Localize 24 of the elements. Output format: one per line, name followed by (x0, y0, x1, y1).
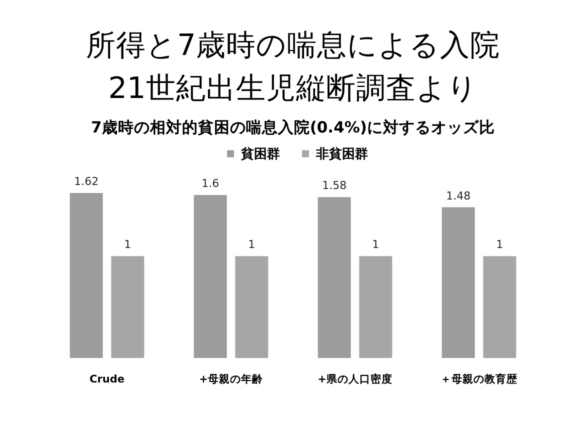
x-tick-label: ＋母親の教育歴 (440, 372, 518, 386)
data-label: 1 (248, 238, 256, 252)
bar (359, 256, 392, 358)
legend-label: 貧困群 (240, 146, 280, 162)
data-label: 1.6 (202, 177, 220, 190)
chart-title: 所得と7歳時の喘息による入院 21世紀出生児縦断調査より (86, 28, 500, 105)
chart-subtitle: 7歳時の相対的貧困の喘息入院(0.4%)に対するオッズ比 (91, 118, 495, 136)
data-label: 1.58 (322, 179, 347, 192)
bar (194, 195, 227, 358)
data-label: 1 (372, 238, 380, 252)
x-tick-label: +母親の年齢 (199, 372, 264, 386)
bar (318, 197, 351, 358)
bar (235, 256, 268, 358)
data-label: 1.62 (74, 175, 99, 188)
bar (70, 193, 103, 358)
x-tick-label: +県の人口密度 (318, 372, 392, 386)
bar (483, 256, 516, 358)
data-label: 1 (496, 238, 504, 252)
data-label: 1.48 (446, 189, 471, 202)
bar (111, 256, 144, 358)
legend-label: 非貧困群 (315, 146, 368, 162)
x-tick-label: Crude (90, 374, 124, 386)
bar (442, 207, 475, 358)
data-label: 1 (124, 238, 132, 252)
